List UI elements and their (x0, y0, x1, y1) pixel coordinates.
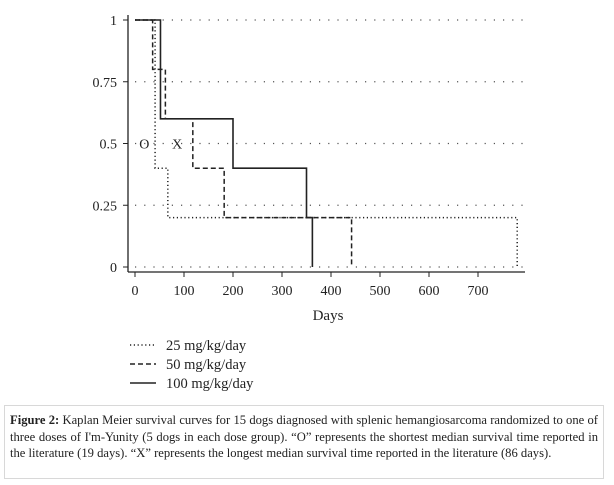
x-tick-label: 700 (468, 284, 489, 299)
y-tick-label: 0.25 (93, 199, 118, 214)
caption-label: Figure 2: (10, 413, 60, 427)
legend-label: 25 mg/kg/day (166, 338, 247, 354)
legend-label: 100 mg/kg/day (166, 376, 254, 392)
x-tick-label: 600 (419, 284, 440, 299)
legend-label: 50 mg/kg/day (166, 357, 247, 373)
x-tick-label: 200 (223, 284, 244, 299)
x-tick-label: 300 (272, 284, 293, 299)
y-tick-label: 0.75 (93, 76, 118, 91)
figure-caption: Figure 2: Kaplan Meier survival curves f… (4, 405, 604, 479)
km-curve-solid (135, 19, 314, 267)
annotation-o: O (139, 138, 149, 153)
x-tick-label: 100 (174, 284, 195, 299)
y-tick-label: 0.5 (100, 138, 118, 153)
x-axis-label: Days (313, 308, 344, 324)
annotation-x: X (172, 138, 182, 153)
km-curve-dotted (135, 19, 518, 267)
x-tick-label: 400 (321, 284, 342, 299)
x-tick-label: 500 (370, 284, 391, 299)
y-tick-label: 1 (110, 14, 117, 29)
km-chart: 0 0.25 0.5 0.75 1 0 100 200 300 400 500 600 700 Days 2… (93, 14, 525, 392)
x-tick-label: 0 (132, 284, 139, 299)
caption-text: Kaplan Meier survival curves for 15 dogs… (10, 413, 598, 460)
y-tick-label: 0 (110, 261, 117, 276)
